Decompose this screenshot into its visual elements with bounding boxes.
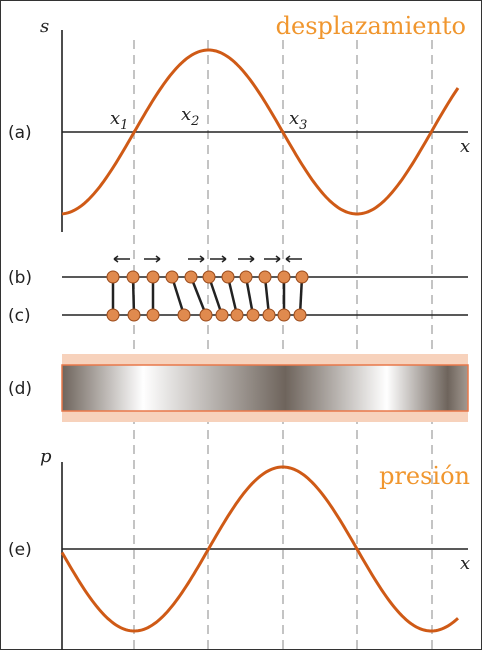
particle	[202, 270, 216, 284]
displacement-title: desplazamiento	[276, 12, 466, 40]
particle	[295, 270, 309, 284]
displacement-curve	[61, 48, 460, 216]
dashed-guides	[133, 40, 433, 650]
link	[113, 255, 130, 263]
link	[144, 255, 161, 263]
particle	[258, 270, 272, 284]
particle	[106, 270, 120, 284]
particle	[184, 270, 198, 284]
particle	[230, 308, 244, 322]
row-label: (c)	[8, 306, 31, 326]
link	[210, 255, 227, 263]
position-label: x2	[181, 104, 199, 129]
particle	[215, 308, 229, 322]
row-label: (b)	[8, 268, 32, 288]
link	[170, 276, 186, 316]
particle	[126, 270, 140, 284]
link	[264, 255, 281, 263]
particle	[199, 308, 213, 322]
p-label: p	[40, 446, 52, 467]
particle	[146, 270, 160, 284]
position-label: x3	[289, 108, 307, 133]
particle	[127, 308, 141, 322]
link	[238, 255, 255, 263]
particle	[146, 308, 160, 322]
particle	[177, 308, 191, 322]
particle	[277, 270, 291, 284]
particle	[165, 270, 179, 284]
position-label: x1	[110, 108, 128, 133]
link	[189, 276, 208, 316]
row-label: (a)	[8, 123, 32, 143]
particle	[262, 308, 276, 322]
row-label: (d)	[8, 379, 32, 399]
link	[207, 276, 224, 316]
row-label: (e)	[8, 540, 32, 560]
pressure-title: presión	[379, 462, 470, 490]
tube	[61, 364, 469, 412]
particle	[239, 270, 253, 284]
particles	[106, 255, 309, 322]
x-label: x	[460, 136, 470, 157]
particle	[106, 308, 120, 322]
link	[285, 255, 302, 263]
particle	[293, 308, 307, 322]
particle	[246, 308, 260, 322]
pressure-curve	[60, 465, 460, 633]
s-label: s	[40, 16, 49, 37]
x-label: x	[460, 553, 470, 574]
particle	[221, 270, 235, 284]
particle	[277, 308, 291, 322]
link	[188, 255, 205, 263]
link	[226, 276, 239, 316]
